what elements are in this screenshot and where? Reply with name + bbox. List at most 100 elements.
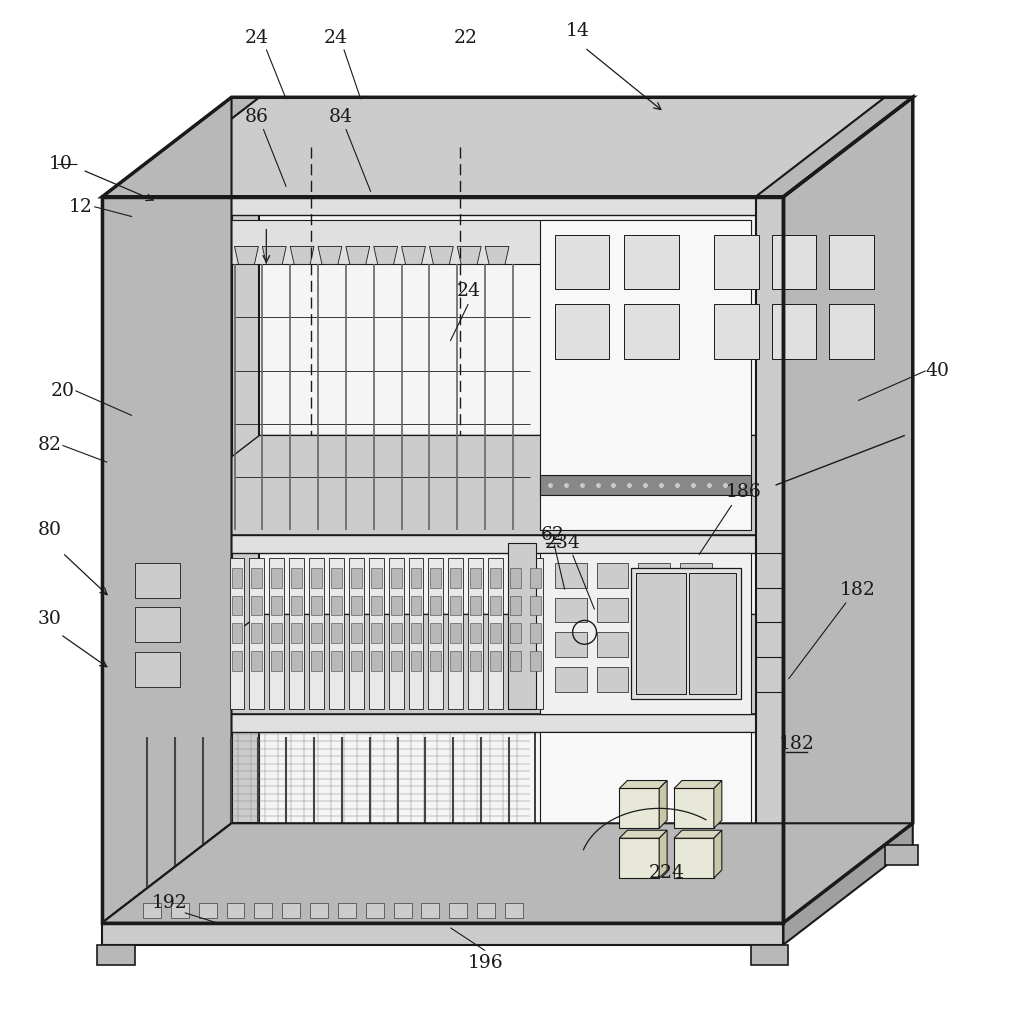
Text: 24: 24 xyxy=(456,283,481,300)
Text: 186: 186 xyxy=(726,483,762,501)
Polygon shape xyxy=(625,234,679,289)
Polygon shape xyxy=(478,903,495,918)
Polygon shape xyxy=(251,596,263,615)
Polygon shape xyxy=(130,97,885,197)
Polygon shape xyxy=(555,304,609,358)
Polygon shape xyxy=(291,651,302,671)
Polygon shape xyxy=(674,780,722,788)
Polygon shape xyxy=(351,567,362,588)
Polygon shape xyxy=(714,830,722,878)
Polygon shape xyxy=(450,567,461,588)
Polygon shape xyxy=(331,567,342,588)
Polygon shape xyxy=(772,234,816,289)
Text: 182: 182 xyxy=(779,735,814,753)
Polygon shape xyxy=(885,97,913,823)
Polygon shape xyxy=(272,596,282,615)
Polygon shape xyxy=(755,435,913,535)
Polygon shape xyxy=(510,567,521,588)
Polygon shape xyxy=(596,598,629,623)
Polygon shape xyxy=(369,558,383,709)
Polygon shape xyxy=(714,234,758,289)
Polygon shape xyxy=(620,780,667,788)
Polygon shape xyxy=(470,624,481,643)
Polygon shape xyxy=(234,247,259,264)
Polygon shape xyxy=(485,247,509,264)
Polygon shape xyxy=(170,903,189,918)
Polygon shape xyxy=(251,567,263,588)
Polygon shape xyxy=(102,97,913,197)
Polygon shape xyxy=(371,651,381,671)
Polygon shape xyxy=(596,633,629,657)
Polygon shape xyxy=(625,304,679,358)
Polygon shape xyxy=(130,215,755,535)
Polygon shape xyxy=(351,596,362,615)
Polygon shape xyxy=(231,567,242,588)
Polygon shape xyxy=(490,651,501,671)
Polygon shape xyxy=(555,598,586,623)
Polygon shape xyxy=(130,535,755,553)
Polygon shape xyxy=(97,944,135,965)
Text: 62: 62 xyxy=(540,526,565,544)
Polygon shape xyxy=(450,624,461,643)
Polygon shape xyxy=(366,903,383,918)
Polygon shape xyxy=(130,219,224,529)
Polygon shape xyxy=(290,247,314,264)
Polygon shape xyxy=(291,596,302,615)
Polygon shape xyxy=(620,788,659,828)
Polygon shape xyxy=(231,624,242,643)
Polygon shape xyxy=(371,624,381,643)
Polygon shape xyxy=(402,247,426,264)
Polygon shape xyxy=(272,651,282,671)
Polygon shape xyxy=(829,304,874,358)
Polygon shape xyxy=(351,651,362,671)
Polygon shape xyxy=(135,652,179,687)
Polygon shape xyxy=(255,903,273,918)
Text: 196: 196 xyxy=(467,953,503,972)
Polygon shape xyxy=(448,558,463,709)
Polygon shape xyxy=(450,651,461,671)
Polygon shape xyxy=(530,651,540,671)
Polygon shape xyxy=(689,572,736,694)
Polygon shape xyxy=(470,567,481,588)
Polygon shape xyxy=(411,596,422,615)
Polygon shape xyxy=(429,247,453,264)
Polygon shape xyxy=(430,651,441,671)
Polygon shape xyxy=(490,596,501,615)
Polygon shape xyxy=(784,823,913,944)
Polygon shape xyxy=(772,304,816,358)
Polygon shape xyxy=(289,558,304,709)
Polygon shape xyxy=(130,197,755,215)
Polygon shape xyxy=(311,567,322,588)
Polygon shape xyxy=(555,234,609,289)
Polygon shape xyxy=(539,219,750,529)
Polygon shape xyxy=(449,903,467,918)
Polygon shape xyxy=(130,732,755,923)
Polygon shape xyxy=(291,624,302,643)
Polygon shape xyxy=(510,624,521,643)
Polygon shape xyxy=(388,558,404,709)
Polygon shape xyxy=(596,563,629,588)
Polygon shape xyxy=(374,247,397,264)
Polygon shape xyxy=(530,624,540,643)
Text: 24: 24 xyxy=(244,29,269,47)
Polygon shape xyxy=(430,567,441,588)
Polygon shape xyxy=(102,197,784,923)
Polygon shape xyxy=(632,567,740,699)
Polygon shape xyxy=(620,830,667,839)
Polygon shape xyxy=(231,596,242,615)
Polygon shape xyxy=(102,197,130,923)
Polygon shape xyxy=(539,553,750,714)
Polygon shape xyxy=(338,903,356,918)
Polygon shape xyxy=(390,567,402,588)
Polygon shape xyxy=(310,903,328,918)
Polygon shape xyxy=(505,903,523,918)
Polygon shape xyxy=(251,624,263,643)
Polygon shape xyxy=(371,596,381,615)
Polygon shape xyxy=(349,558,364,709)
Polygon shape xyxy=(393,903,412,918)
Text: 24: 24 xyxy=(323,29,348,47)
Polygon shape xyxy=(270,558,284,709)
Polygon shape xyxy=(450,596,461,615)
Polygon shape xyxy=(251,651,263,671)
Polygon shape xyxy=(311,624,322,643)
